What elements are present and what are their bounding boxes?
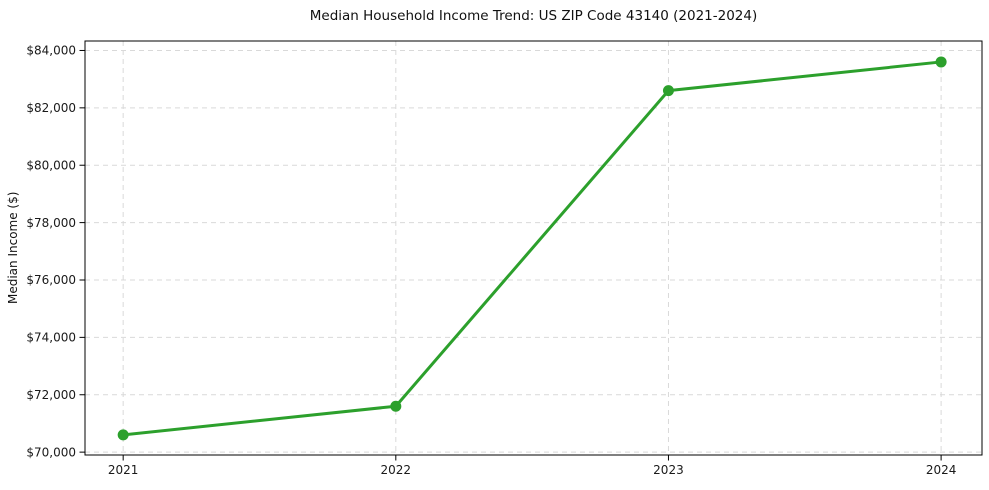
y-tick-label: $76,000 <box>26 273 76 287</box>
y-tick-label: $74,000 <box>26 331 76 345</box>
y-tick-label: $78,000 <box>26 216 76 230</box>
y-tick-label: $82,000 <box>26 101 76 115</box>
trend-line <box>121 60 943 437</box>
y-tick-label: $84,000 <box>26 44 76 58</box>
x-tick-label: 2021 <box>108 463 139 477</box>
data-point-marker <box>117 429 129 441</box>
y-tick-label: $70,000 <box>26 445 76 459</box>
data-point-marker <box>935 56 947 68</box>
data-point-marker <box>662 85 674 97</box>
y-tick-label: $72,000 <box>26 388 76 402</box>
x-tick-label: 2023 <box>653 463 684 477</box>
x-tick-label: 2024 <box>926 463 957 477</box>
x-tick-label: 2022 <box>381 463 412 477</box>
plot-border <box>84 40 983 456</box>
chart-title: Median Household Income Trend: US ZIP Co… <box>309 8 758 24</box>
data-point-marker <box>390 400 402 412</box>
y-tick-label: $80,000 <box>26 158 76 172</box>
